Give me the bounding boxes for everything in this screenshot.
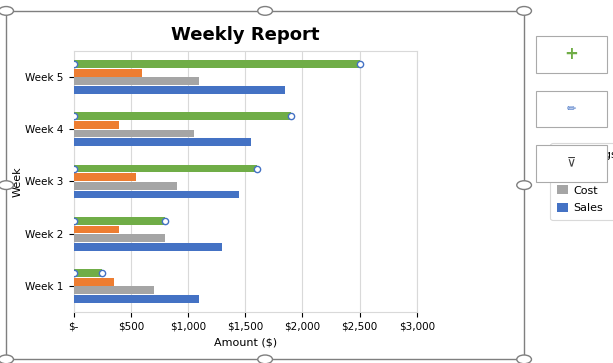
Circle shape <box>517 355 531 363</box>
Circle shape <box>0 355 13 363</box>
X-axis label: Amount ($): Amount ($) <box>214 338 276 347</box>
Circle shape <box>517 181 531 189</box>
Bar <box>74 243 223 250</box>
Y-axis label: Week: Week <box>13 166 23 197</box>
Bar <box>74 269 102 277</box>
Bar <box>74 77 199 85</box>
Bar <box>74 69 142 77</box>
Bar <box>536 145 607 182</box>
Circle shape <box>258 7 272 15</box>
Bar <box>536 91 607 127</box>
Bar <box>74 165 257 172</box>
Bar <box>74 217 165 225</box>
Bar <box>74 130 194 138</box>
Circle shape <box>517 7 531 15</box>
Text: ✏: ✏ <box>567 104 576 114</box>
Bar <box>74 191 240 198</box>
Bar <box>74 278 113 286</box>
Bar <box>74 121 120 129</box>
Bar <box>536 36 607 73</box>
Bar <box>74 138 251 146</box>
Legend: Savings, Profit, Cost, Sales: Savings, Profit, Cost, Sales <box>550 143 613 220</box>
Bar <box>74 225 120 233</box>
Bar <box>74 60 360 68</box>
Text: +: + <box>565 45 579 64</box>
Bar <box>74 173 137 181</box>
Text: ⊽: ⊽ <box>567 157 576 170</box>
Bar <box>74 182 177 190</box>
Circle shape <box>0 7 13 15</box>
Title: Weekly Report: Weekly Report <box>171 26 319 44</box>
Bar <box>74 113 291 120</box>
Bar <box>74 286 154 294</box>
Circle shape <box>258 355 272 363</box>
Circle shape <box>0 181 13 189</box>
Bar <box>74 86 285 94</box>
Bar <box>74 295 199 303</box>
Bar <box>74 234 165 242</box>
Bar <box>6 11 524 359</box>
